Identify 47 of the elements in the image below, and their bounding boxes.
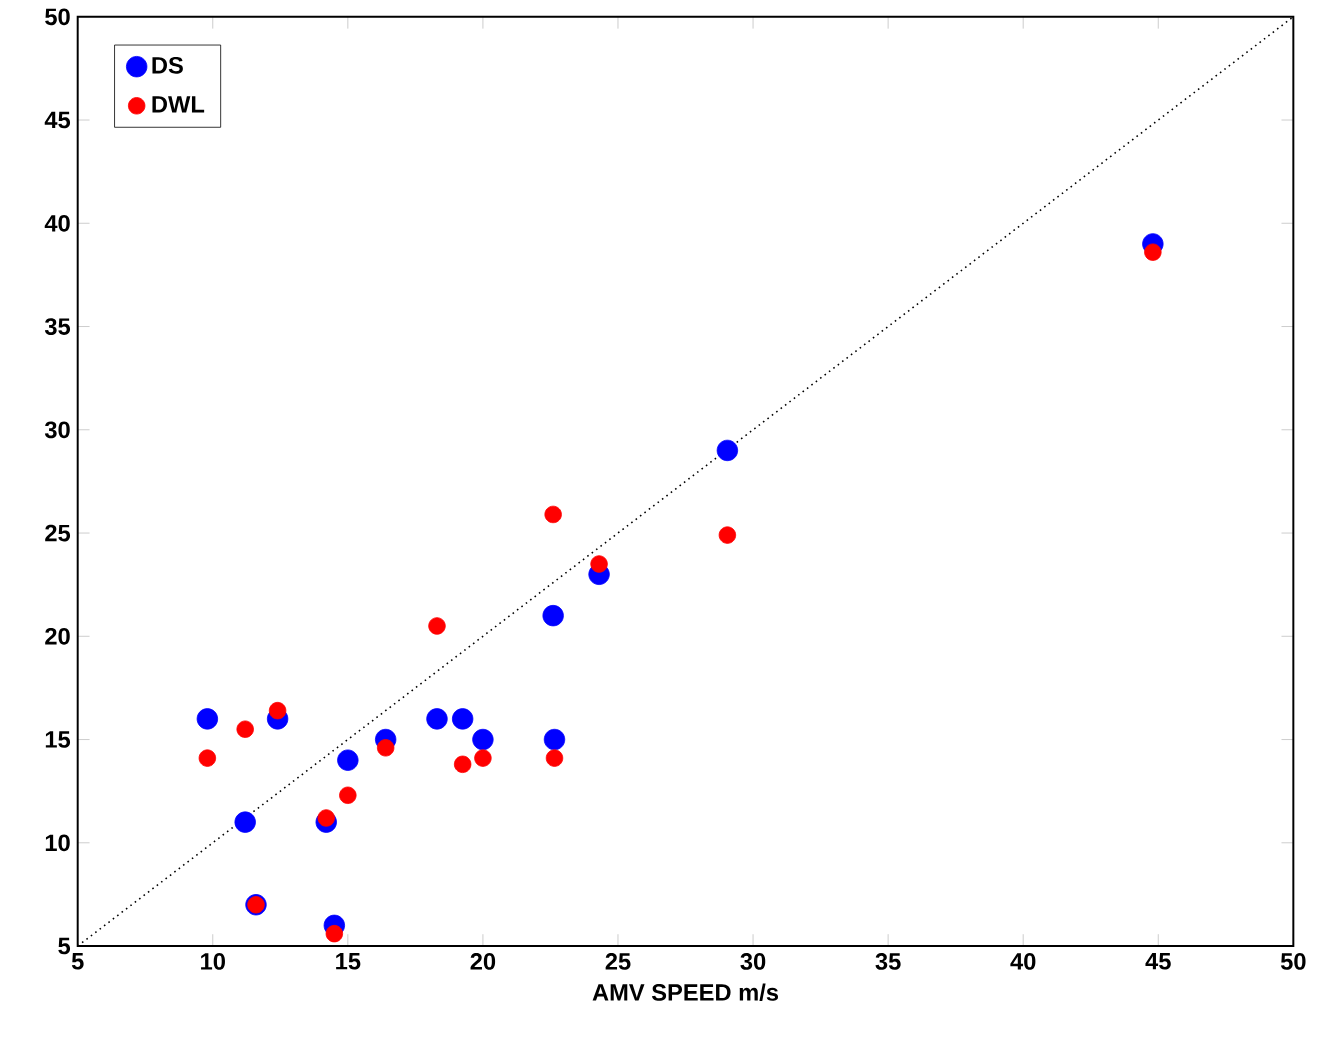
legend-label: DWL xyxy=(152,96,205,113)
point xyxy=(716,439,739,462)
y-tick-label: 35 xyxy=(44,318,71,336)
y-tick-label: 15 xyxy=(45,731,71,748)
point xyxy=(451,708,474,730)
y-tick-label: 30 xyxy=(44,421,70,439)
x-tick-label: 15 xyxy=(336,953,361,970)
legend-label: DS xyxy=(152,57,183,74)
x-tick-label: 10 xyxy=(201,953,225,970)
point xyxy=(472,728,494,751)
x-tick-label: 5 xyxy=(71,953,84,970)
point xyxy=(317,809,335,827)
x-tick-label: 35 xyxy=(875,953,901,970)
point xyxy=(376,739,395,757)
x-tick-label: 50 xyxy=(1280,953,1306,970)
point xyxy=(545,749,564,767)
y-tick-label: 20 xyxy=(45,628,70,645)
x-tick-label: 25 xyxy=(605,953,631,970)
point xyxy=(428,617,446,635)
y-tick-label: 10 xyxy=(45,834,70,852)
point xyxy=(426,708,448,730)
point xyxy=(337,749,359,771)
point xyxy=(543,728,566,751)
point xyxy=(453,755,472,774)
point xyxy=(268,702,287,720)
y-tick-label: 25 xyxy=(45,524,71,542)
point xyxy=(718,526,737,544)
point xyxy=(236,720,254,739)
x-tick-label: 40 xyxy=(1010,953,1036,970)
y-tick-label: 40 xyxy=(44,215,70,232)
y-tick-label: 50 xyxy=(45,8,70,26)
point xyxy=(339,786,357,805)
point xyxy=(196,708,219,730)
point xyxy=(474,749,492,767)
x-tick-label: 30 xyxy=(740,953,766,970)
point xyxy=(1144,243,1162,261)
x-axis-title: AMV SPEED m/s xyxy=(592,983,779,1002)
point xyxy=(590,555,608,573)
point xyxy=(544,505,562,524)
point xyxy=(542,605,564,627)
point xyxy=(325,925,344,943)
point xyxy=(234,811,256,833)
y-tick-label: 5 xyxy=(58,937,71,955)
x-tick-label: 45 xyxy=(1145,953,1171,970)
point xyxy=(198,749,217,767)
x-tick-label: 20 xyxy=(470,953,496,970)
y-tick-label: 45 xyxy=(44,111,71,129)
